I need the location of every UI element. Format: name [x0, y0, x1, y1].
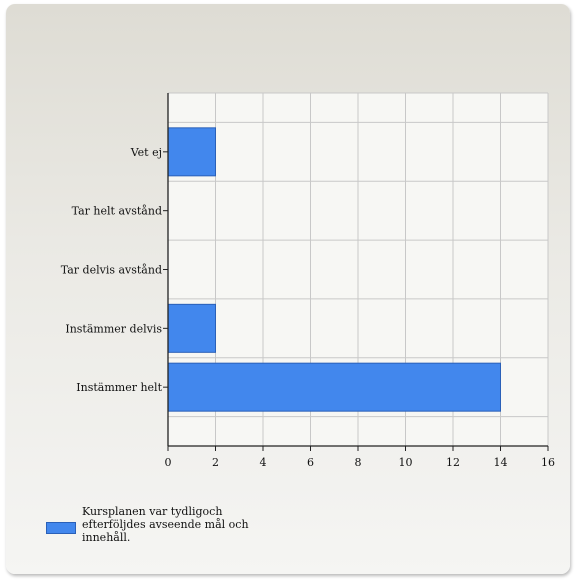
x-tick-label: 0	[165, 456, 172, 469]
x-tick-label: 10	[399, 456, 413, 469]
bar	[167, 127, 216, 177]
category-label: Tar delvis avstånd	[61, 264, 162, 277]
legend-label: Kursplanen var tydligoch efterföljdes av…	[82, 505, 249, 544]
bar	[167, 303, 216, 353]
x-tick-label: 16	[541, 456, 555, 469]
x-tick-label: 4	[260, 456, 267, 469]
legend-swatch	[46, 522, 76, 534]
x-tick-label: 2	[212, 456, 219, 469]
x-tick-label: 8	[355, 456, 362, 469]
bar	[167, 362, 501, 412]
x-tick-label: 14	[494, 456, 508, 469]
category-label: Vet ej	[130, 146, 162, 159]
x-tick-label: 12	[446, 456, 460, 469]
category-label: Tar helt avstånd	[72, 205, 162, 218]
category-label: Instämmer helt	[76, 381, 162, 394]
x-tick-label: 6	[307, 456, 314, 469]
legend: Kursplanen var tydligoch efterföljdes av…	[46, 505, 266, 565]
category-label: Instämmer delvis	[65, 322, 162, 335]
